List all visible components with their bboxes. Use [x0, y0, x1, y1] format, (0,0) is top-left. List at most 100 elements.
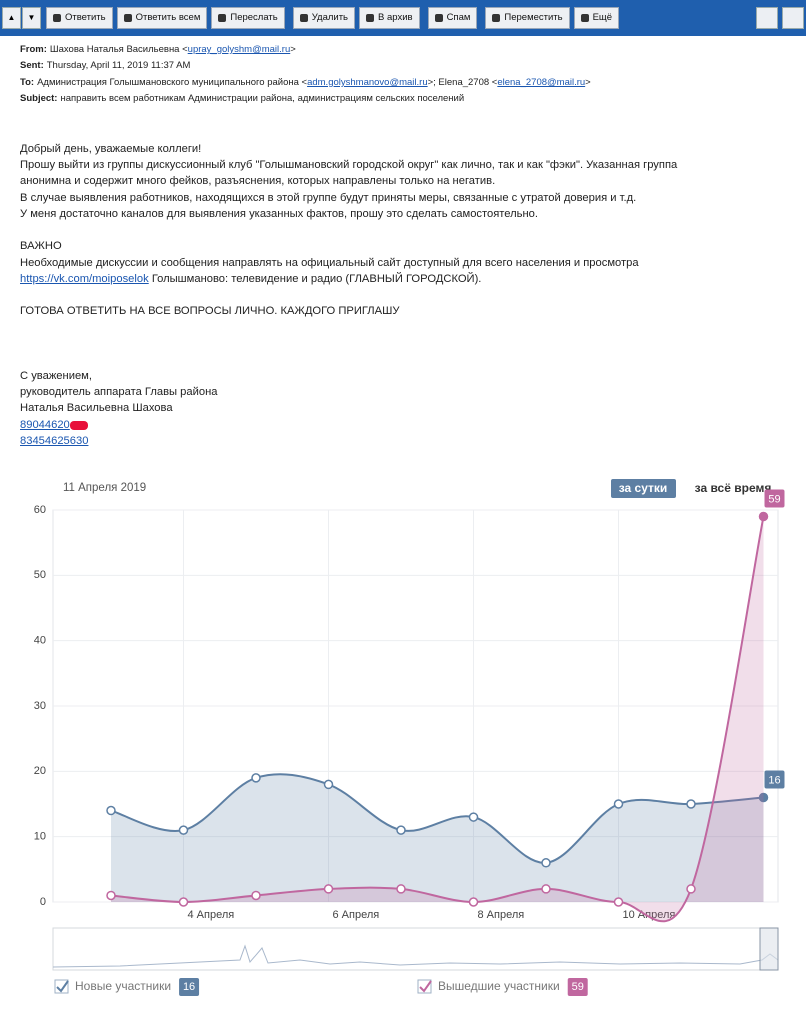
- legend-value: 59: [572, 981, 584, 993]
- from-line: From: Шахова Наталья Васильевна <upray_go…: [20, 44, 296, 55]
- body-line: В случае выявления работников, находящих…: [20, 192, 637, 204]
- toolbar-button[interactable]: Удалить: [292, 7, 356, 29]
- legend-value: 16: [183, 981, 195, 993]
- point: [106, 890, 116, 901]
- point: [541, 884, 551, 894]
- point: [758, 792, 769, 803]
- body-line: ВАЖНО: [20, 240, 62, 252]
- to-line: To: Администрация Голышмановского муницип…: [20, 77, 591, 88]
- toolbar-button[interactable]: В архив: [359, 7, 420, 29]
- tab-selected[interactable]: [611, 479, 676, 498]
- x-tick-label: 10 Апреля: [623, 909, 676, 921]
- point: [468, 812, 479, 822]
- point: [686, 799, 696, 809]
- body-line: ГОТОВА ОТВЕТИТЬ НА ВСЕ ВОПРОСЫ ЛИЧНО. КА…: [20, 305, 400, 317]
- point: [468, 897, 479, 907]
- toolbar-button[interactable]: Переслать: [211, 7, 285, 29]
- navigator-window[interactable]: [759, 927, 779, 971]
- navigator-line: [52, 944, 779, 968]
- text: Администрация Голышмановского муниципаль…: [37, 77, 308, 88]
- legend-badge: [179, 978, 200, 996]
- toolbar: ▲ ▼ Ответить Ответить всем Переслать Удалит…: [0, 0, 806, 36]
- x-tick-label: 4 Апреля: [188, 909, 235, 921]
- nav-down[interactable]: ▼: [22, 7, 41, 29]
- link[interactable]: elena_2708@mail.ru: [497, 77, 586, 88]
- text: направить всем работникам Администрации …: [60, 93, 465, 104]
- point: [396, 825, 406, 835]
- body-line: анонимна и содержит много фейков, разъяс…: [20, 175, 496, 187]
- text: >; Elena_2708 <: [427, 77, 498, 88]
- area: [111, 516, 764, 922]
- legend-checkbox[interactable]: [417, 979, 432, 994]
- text: >: [585, 77, 591, 88]
- legend-checkbox[interactable]: [54, 979, 69, 994]
- line: [110, 516, 765, 923]
- text: Шахова Наталья Васильевна <: [49, 44, 188, 55]
- subject-line: Subject: направить всем работникам Админи…: [20, 93, 464, 104]
- redaction: [69, 420, 88, 430]
- point: [106, 805, 116, 816]
- legend-check: [419, 980, 432, 993]
- toolbar-button[interactable]: Ещё: [573, 7, 620, 29]
- link[interactable]: upray_golyshm@mail.ru: [187, 44, 291, 55]
- toolbar-button[interactable]: Ответить: [46, 7, 113, 29]
- text: Голышманово: телевидение и радио (ГЛАВНЫ…: [148, 273, 482, 285]
- point: [251, 890, 261, 901]
- point: [178, 897, 189, 907]
- body-line: С уважением,: [20, 370, 92, 382]
- body-line: Добрый день, уважаемые коллеги!: [20, 143, 202, 155]
- point: [613, 799, 624, 809]
- value-badge: [764, 489, 785, 508]
- point: [396, 884, 406, 894]
- toolbar-button[interactable]: Переместить: [485, 7, 570, 29]
- body-line: https://vk.com/moiposelok Голышманово: т…: [20, 273, 481, 285]
- chart-subtitle: 11 Апреля 2019: [63, 482, 146, 494]
- chart: 11 Апреля 2019 за сутки за всё время 0 10 20 3…: [34, 479, 785, 996]
- label: Sent:: [20, 60, 44, 71]
- point: [613, 897, 624, 907]
- nav-up[interactable]: ▲: [2, 7, 21, 29]
- value-badge: [764, 770, 785, 789]
- toolbar-button[interactable]: Спам: [427, 7, 478, 29]
- body-line: 83454625630: [20, 435, 88, 447]
- body-line: Наталья Васильевна Шахова: [20, 402, 173, 414]
- popout-button[interactable]: [782, 7, 804, 29]
- body-line: 89044620: [20, 419, 88, 431]
- point: [686, 884, 696, 894]
- area: [111, 774, 764, 902]
- body-line: Прошу выйти из группы дискуссионный клуб…: [20, 159, 678, 171]
- point: [323, 779, 334, 790]
- point: [251, 773, 261, 783]
- toolbar-button[interactable]: Ответить всем: [116, 7, 208, 29]
- body-line: руководитель аппарата Главы района: [20, 386, 218, 398]
- x-tick-label: 6 Апреля: [333, 909, 380, 921]
- y-tick-label: 50: [34, 569, 46, 581]
- label: From:: [20, 44, 47, 55]
- tab[interactable]: за всё время: [695, 481, 772, 495]
- x-tick-label: 8 Апреля: [478, 909, 525, 921]
- value-label: 59: [768, 493, 780, 505]
- link[interactable]: adm.golyshmanovo@mail.ru: [307, 77, 428, 88]
- legend-check: [56, 980, 69, 993]
- line: [110, 773, 764, 864]
- legend-label: Вышедшие участники: [438, 979, 560, 993]
- body-line: У меня достаточно каналов для выявления …: [20, 208, 539, 220]
- link[interactable]: 83454625630: [20, 435, 89, 447]
- text: >: [290, 44, 296, 55]
- y-tick-label: 20: [34, 765, 46, 777]
- link[interactable]: 89044620: [20, 419, 70, 431]
- tab[interactable]: за сутки: [619, 481, 668, 495]
- y-tick-label: 10: [34, 831, 46, 843]
- legend-badge: [567, 978, 588, 996]
- label: To:: [20, 77, 35, 88]
- print-button[interactable]: [756, 7, 778, 29]
- y-tick-label: 60: [34, 504, 46, 516]
- link[interactable]: https://vk.com/moiposelok: [20, 273, 149, 285]
- point: [323, 884, 334, 894]
- point: [178, 825, 189, 835]
- point: [541, 858, 551, 868]
- y-tick-label: 30: [34, 700, 46, 712]
- legend-label: Новые участники: [75, 979, 171, 993]
- point: [758, 511, 769, 522]
